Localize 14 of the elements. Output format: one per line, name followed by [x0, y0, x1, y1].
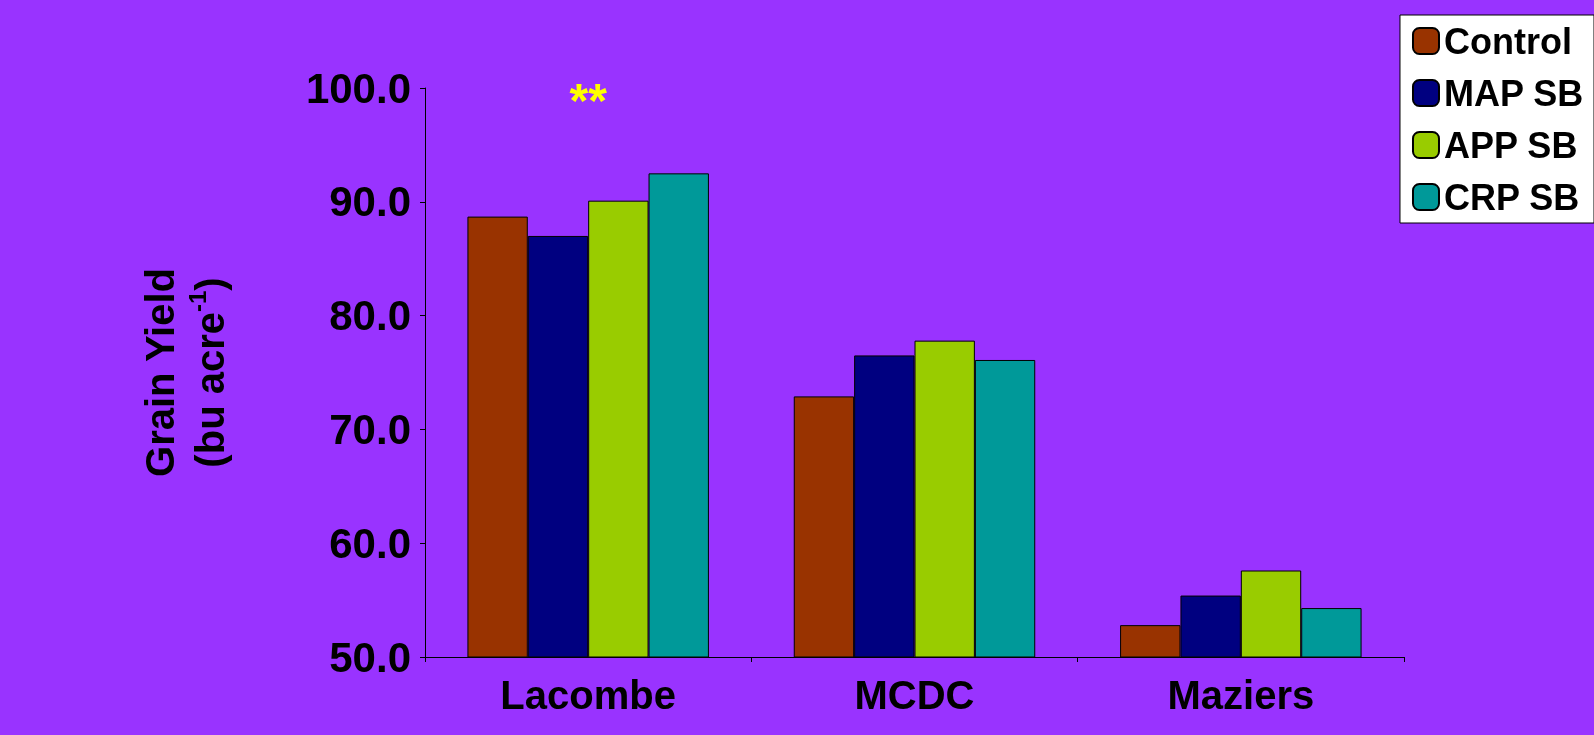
y-tick-label: 100.0	[305, 64, 411, 112]
y-tick-label: 60.0	[329, 519, 411, 567]
legend-label: MAP SB	[1443, 72, 1584, 114]
legend-label: CRP SB	[1443, 176, 1580, 218]
legend-label: APP SB	[1443, 124, 1578, 166]
legend-label: Control	[1443, 20, 1572, 62]
y-tick-label: 70.0	[329, 405, 411, 453]
x-tick-label: Lacombe	[500, 673, 676, 717]
y-tick-label: 50.0	[329, 633, 411, 681]
x-tick-label: MCDC	[854, 673, 975, 717]
x-tick-label: Maziers	[1167, 673, 1315, 717]
y-tick-label: 80.0	[329, 292, 411, 340]
y-tick-label: 90.0	[329, 178, 411, 226]
annotation: **	[569, 73, 608, 127]
